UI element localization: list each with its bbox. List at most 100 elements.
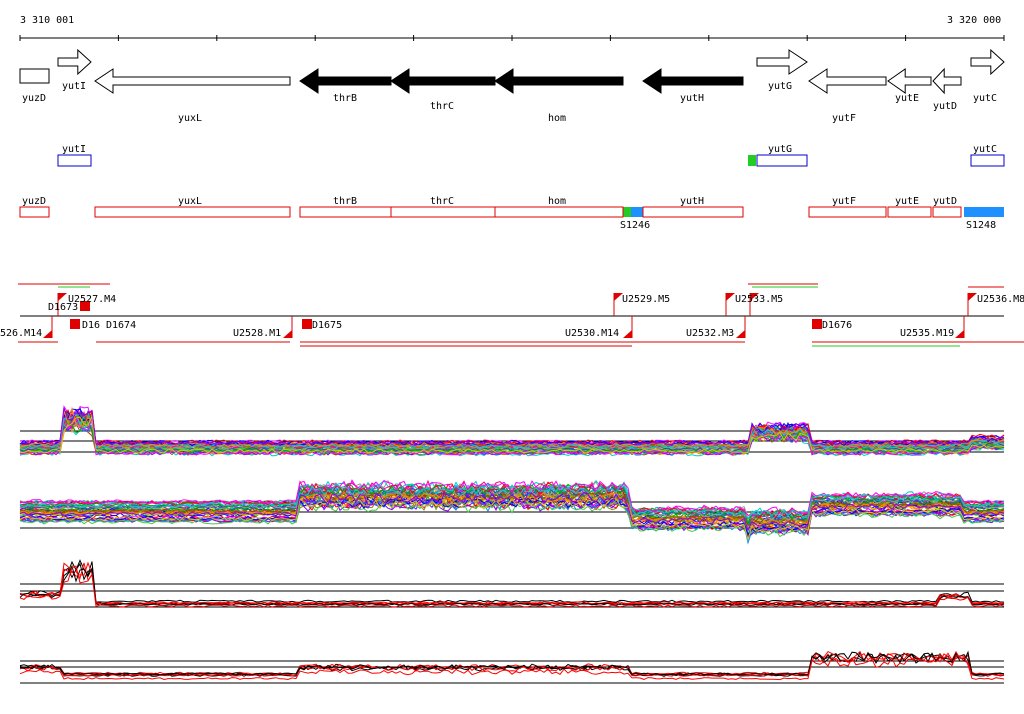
gene-arrow[interactable] bbox=[19, 68, 50, 84]
gene-arrow[interactable] bbox=[494, 68, 624, 94]
red-feature-label: yuzD bbox=[22, 196, 46, 207]
gene-arrow[interactable] bbox=[94, 68, 291, 94]
gene-arrow[interactable] bbox=[808, 68, 887, 94]
segment-label: U2530.M14 bbox=[565, 328, 619, 339]
red-feature-box[interactable] bbox=[642, 206, 744, 218]
gene-label: yutC bbox=[973, 93, 997, 104]
red-feature-box[interactable] bbox=[94, 206, 291, 218]
segment-flag[interactable] bbox=[736, 330, 745, 338]
red-feature-box[interactable] bbox=[887, 206, 932, 218]
blue-feature-label: yutC bbox=[973, 144, 997, 155]
segment-label: U2533.M5 bbox=[735, 294, 783, 305]
blue-feature-box[interactable] bbox=[970, 154, 1005, 167]
gene-arrow[interactable] bbox=[57, 48, 92, 76]
segment-label: D1675 bbox=[312, 320, 342, 331]
expression-series bbox=[19, 408, 1005, 446]
gene-label: yutI bbox=[62, 81, 86, 92]
segment-label: 526.M14 bbox=[0, 328, 42, 339]
red-feature-box[interactable] bbox=[390, 206, 496, 218]
gene-arrow[interactable] bbox=[932, 67, 962, 95]
gene-label: yutD bbox=[933, 101, 957, 112]
segment-flag[interactable] bbox=[283, 330, 292, 338]
segment-label: D16 bbox=[82, 320, 100, 331]
segment-marker[interactable] bbox=[70, 319, 80, 329]
site-marker-blue[interactable] bbox=[964, 207, 1004, 217]
expression-series bbox=[19, 655, 1005, 681]
red-feature-label: hom bbox=[548, 196, 566, 207]
blue-feature-label: yutG bbox=[768, 144, 792, 155]
gene-arrow[interactable] bbox=[970, 48, 1005, 76]
gene-label: thrC bbox=[430, 101, 454, 112]
blue-feature-label: yutI bbox=[62, 144, 86, 155]
gene-label: hom bbox=[548, 113, 566, 124]
gene-arrow[interactable] bbox=[756, 49, 808, 75]
expression-series bbox=[19, 497, 1005, 542]
segment-label: U2528.M1 bbox=[233, 328, 281, 339]
red-feature-box[interactable] bbox=[494, 206, 624, 218]
segment-flag[interactable] bbox=[58, 293, 67, 301]
segment-marker[interactable] bbox=[80, 301, 90, 311]
expression-series bbox=[19, 479, 1005, 516]
expression-plot bbox=[19, 559, 1005, 608]
expression-series bbox=[19, 405, 1005, 445]
segment-label: D1674 bbox=[106, 320, 136, 331]
red-feature-label: yutF bbox=[832, 196, 856, 207]
segment-flag[interactable] bbox=[43, 330, 52, 338]
expression-series bbox=[19, 650, 1005, 676]
red-feature-label: thrB bbox=[333, 196, 357, 207]
red-feature-label: yuxL bbox=[178, 196, 202, 207]
segment-label: U2535.M19 bbox=[900, 328, 954, 339]
gene-arrow[interactable] bbox=[642, 68, 744, 94]
expression-series bbox=[19, 407, 1005, 446]
ruler-start-label: 3 310 001 bbox=[20, 15, 74, 26]
segment-label: U2529.M5 bbox=[622, 294, 670, 305]
segment-flag[interactable] bbox=[750, 293, 759, 301]
segment-label: U2536.M8 bbox=[977, 294, 1024, 305]
expression-series bbox=[19, 497, 1005, 536]
red-feature-box[interactable] bbox=[932, 206, 962, 218]
coordinate-ruler: 3 310 001 3 320 000 bbox=[19, 15, 1005, 41]
gene-label: yuzD bbox=[22, 93, 46, 104]
gene-label: yutE bbox=[895, 93, 919, 104]
red-feature-box[interactable] bbox=[299, 206, 392, 218]
expression-series bbox=[19, 409, 1005, 445]
expression-series bbox=[19, 652, 1004, 677]
expression-plot bbox=[19, 650, 1005, 684]
expression-plot bbox=[19, 479, 1005, 545]
segment-marker[interactable] bbox=[812, 319, 822, 329]
segment-flag[interactable] bbox=[726, 293, 735, 301]
red-feature-box[interactable] bbox=[19, 206, 50, 218]
expression-series bbox=[19, 417, 1004, 456]
expression-series bbox=[19, 500, 1005, 538]
site-marker-blue[interactable] bbox=[631, 207, 643, 217]
gene-label: yutG bbox=[768, 81, 792, 92]
segment-flag[interactable] bbox=[614, 293, 623, 301]
red-feature-box[interactable] bbox=[808, 206, 887, 218]
expression-series bbox=[19, 491, 1005, 532]
gene-arrow[interactable] bbox=[887, 68, 932, 94]
segment-flag[interactable] bbox=[623, 330, 632, 338]
gene-label: yutH bbox=[680, 93, 704, 104]
segment-flag[interactable] bbox=[955, 330, 964, 338]
segment-label: U2527.M4 bbox=[68, 294, 116, 305]
gene-label: thrB bbox=[333, 93, 357, 104]
red-feature-label: yutD bbox=[933, 196, 957, 207]
segment-marker[interactable] bbox=[302, 319, 312, 329]
blue-feature-box[interactable] bbox=[756, 154, 808, 167]
blue-feature-box[interactable] bbox=[57, 154, 92, 167]
expression-series bbox=[19, 482, 1005, 519]
expression-series bbox=[19, 419, 1005, 456]
ruler-ticks bbox=[19, 35, 1005, 41]
segment-flag[interactable] bbox=[968, 293, 977, 301]
red-feature-label: thrC bbox=[430, 196, 454, 207]
site-marker-green[interactable] bbox=[623, 207, 631, 217]
gene-track: yuzD yutI yuxL thrB thrC hom yutH yutG yutF yutE y… bbox=[19, 48, 1005, 124]
site-marker-green[interactable] bbox=[748, 155, 756, 166]
expression-plots bbox=[19, 405, 1005, 684]
gene-label: yuxL bbox=[178, 113, 202, 124]
gene-arrow[interactable] bbox=[299, 68, 392, 94]
red-feature-track: S1246 S1248 yuzD yuxL thrB thrC hom yutH yutF y… bbox=[19, 155, 1004, 231]
gene-arrow[interactable] bbox=[390, 68, 496, 94]
